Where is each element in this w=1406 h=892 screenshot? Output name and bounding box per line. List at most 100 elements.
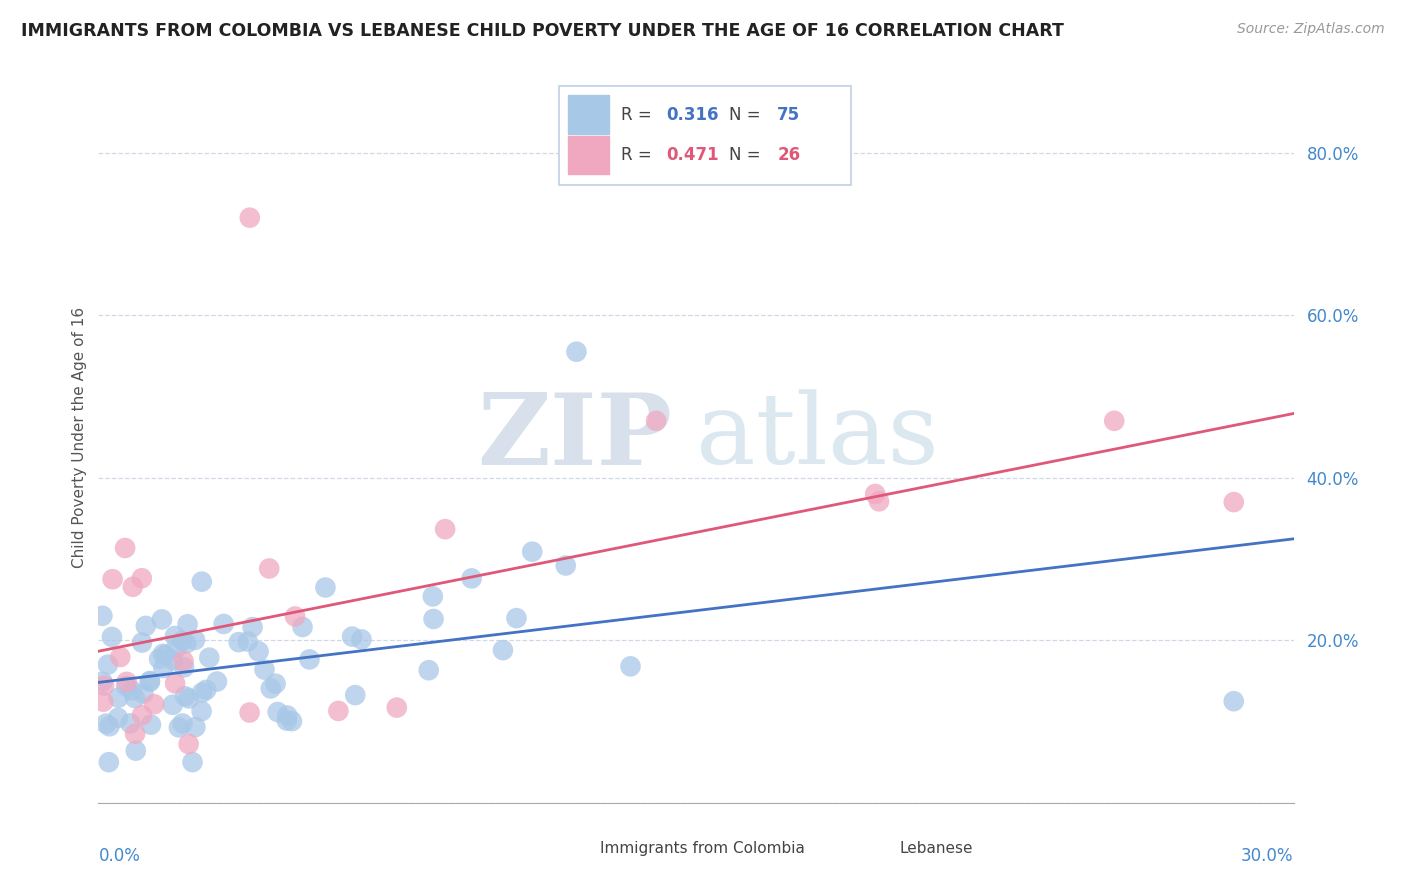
Point (505, 611, 527, 625)
Point (101, 572, 124, 586)
Point (865, 487, 887, 501)
Point (177, 737, 200, 751)
Point (350, 632, 373, 647)
FancyBboxPatch shape (849, 838, 891, 859)
Point (98, 719, 121, 733)
Point (385, 700, 408, 714)
Point (121, 683, 143, 698)
Point (422, 590, 444, 604)
Point (257, 561, 280, 575)
Text: ZIP: ZIP (477, 389, 672, 485)
Point (131, 708, 153, 723)
Point (190, 574, 212, 589)
Point (198, 650, 221, 665)
Y-axis label: Child Poverty Under the Age of 16: Child Poverty Under the Age of 16 (72, 307, 87, 567)
Point (152, 661, 174, 675)
Text: 0.316: 0.316 (666, 105, 718, 123)
Text: Immigrants from Colombia: Immigrants from Colombia (600, 841, 806, 856)
Point (460, 571, 482, 585)
Point (91, 695, 114, 709)
Point (155, 648, 177, 662)
Point (281, 714, 304, 728)
Point (239, 706, 262, 720)
Point (177, 691, 200, 706)
Point (120, 716, 142, 731)
Text: 0.471: 0.471 (666, 146, 718, 164)
Point (139, 674, 162, 689)
Point (162, 698, 184, 712)
Point (1223, 495, 1246, 509)
Point (298, 652, 321, 666)
Point (434, 522, 457, 536)
Point (191, 685, 214, 699)
Point (195, 682, 218, 697)
FancyBboxPatch shape (550, 838, 593, 859)
Text: IMMIGRANTS FROM COLOMBIA VS LEBANESE CHILD POVERTY UNDER THE AGE OF 16 CORRELATI: IMMIGRANTS FROM COLOMBIA VS LEBANESE CHI… (21, 22, 1064, 40)
Point (247, 644, 270, 658)
Point (125, 744, 148, 758)
Point (264, 676, 287, 690)
Point (172, 634, 194, 648)
Point (212, 617, 235, 632)
Point (97, 657, 120, 672)
Text: N =: N = (730, 105, 766, 123)
Point (131, 635, 153, 649)
Point (139, 717, 162, 731)
Point (176, 636, 198, 650)
Point (162, 653, 184, 667)
Point (132, 686, 155, 700)
Point (152, 647, 174, 661)
Point (181, 755, 204, 769)
Point (418, 663, 440, 677)
Point (344, 688, 367, 702)
Point (522, 544, 544, 558)
Point (340, 630, 363, 644)
Point (190, 704, 212, 718)
Point (176, 617, 198, 632)
Point (868, 494, 890, 508)
Point (124, 691, 146, 706)
Point (565, 344, 588, 359)
Point (236, 634, 259, 648)
Point (131, 571, 153, 585)
Point (242, 620, 264, 634)
Point (184, 720, 207, 734)
Point (253, 663, 276, 677)
Point (115, 674, 138, 689)
Point (135, 619, 157, 633)
Text: 75: 75 (778, 105, 800, 123)
Point (107, 690, 129, 705)
Point (276, 714, 298, 728)
Point (94, 716, 117, 731)
Point (110, 650, 132, 665)
Text: Lebanese: Lebanese (900, 841, 973, 856)
Point (239, 211, 262, 225)
Point (228, 635, 250, 649)
Point (260, 681, 283, 696)
Point (645, 414, 668, 428)
Point (124, 727, 146, 741)
Point (143, 697, 166, 711)
Point (173, 654, 195, 668)
Text: Source: ZipAtlas.com: Source: ZipAtlas.com (1237, 22, 1385, 37)
Text: 0.0%: 0.0% (98, 847, 141, 864)
Point (107, 711, 129, 725)
Point (114, 541, 136, 555)
Text: R =: R = (620, 146, 657, 164)
Point (121, 580, 143, 594)
Point (1104, 414, 1126, 428)
Point (165, 641, 187, 656)
Point (93, 679, 115, 693)
Point (276, 708, 298, 723)
Text: 26: 26 (778, 146, 800, 164)
Point (165, 676, 187, 690)
Point (148, 652, 170, 666)
FancyBboxPatch shape (568, 136, 609, 175)
Point (422, 612, 444, 626)
Point (205, 674, 228, 689)
Point (314, 581, 336, 595)
Text: R =: R = (620, 105, 657, 123)
Point (284, 609, 307, 624)
Point (619, 659, 641, 673)
Point (101, 630, 124, 644)
